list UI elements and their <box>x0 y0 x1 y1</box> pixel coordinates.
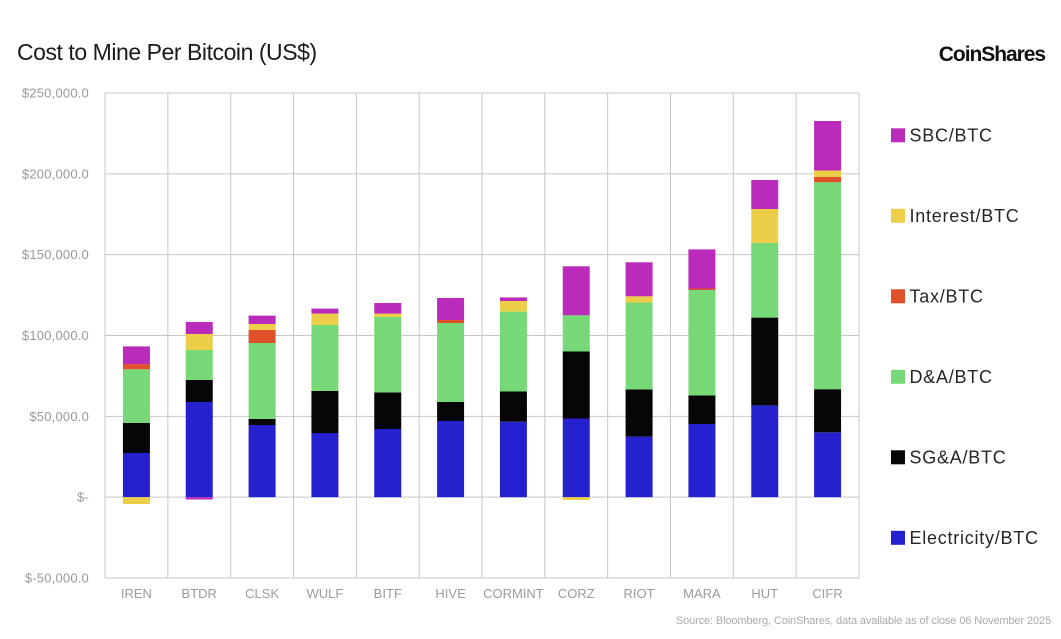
svg-text:CoinShares: CoinShares <box>939 43 1046 66</box>
svg-text:Interest/BTC: Interest/BTC <box>910 206 1020 226</box>
svg-text:Tax/BTC: Tax/BTC <box>910 287 984 307</box>
svg-text:$150,000.0: $150,000.0 <box>22 247 89 262</box>
svg-text:Electricity/BTC: Electricity/BTC <box>910 528 1039 548</box>
svg-text:Source: Bloomberg, CoinShares,: Source: Bloomberg, CoinShares, data avai… <box>676 615 1051 627</box>
svg-text:$250,000.0: $250,000.0 <box>22 86 89 101</box>
svg-text:BTDR: BTDR <box>182 586 217 601</box>
svg-text:BITF: BITF <box>374 586 402 601</box>
svg-text:D&A/BTC: D&A/BTC <box>910 367 993 387</box>
svg-text:CORMINT: CORMINT <box>483 586 544 601</box>
svg-text:CIFR: CIFR <box>812 586 842 601</box>
svg-text:HIVE: HIVE <box>435 586 466 601</box>
svg-text:SBC/BTC: SBC/BTC <box>910 126 993 146</box>
svg-text:$200,000.0: $200,000.0 <box>22 166 89 181</box>
svg-text:MARA: MARA <box>683 586 721 601</box>
svg-text:RIOT: RIOT <box>624 586 655 601</box>
svg-text:$-: $- <box>77 490 89 505</box>
svg-text:IREN: IREN <box>121 586 152 601</box>
svg-text:$50,000.0: $50,000.0 <box>29 409 89 424</box>
svg-text:$100,000.0: $100,000.0 <box>22 328 89 343</box>
svg-text:CLSK: CLSK <box>245 586 279 601</box>
svg-text:$-50,000.0: $-50,000.0 <box>25 571 89 586</box>
svg-text:HUT: HUT <box>751 586 778 601</box>
svg-text:Cost to Mine Per Bitcoin (US$): Cost to Mine Per Bitcoin (US$) <box>17 39 317 65</box>
svg-text:CORZ: CORZ <box>558 586 595 601</box>
svg-text:SG&A/BTC: SG&A/BTC <box>910 448 1007 468</box>
svg-text:WULF: WULF <box>306 586 343 601</box>
